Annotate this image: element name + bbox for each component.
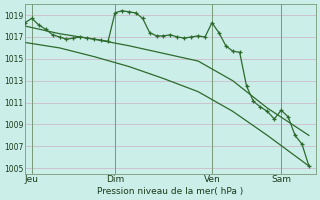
X-axis label: Pression niveau de la mer( hPa ): Pression niveau de la mer( hPa )	[97, 187, 244, 196]
